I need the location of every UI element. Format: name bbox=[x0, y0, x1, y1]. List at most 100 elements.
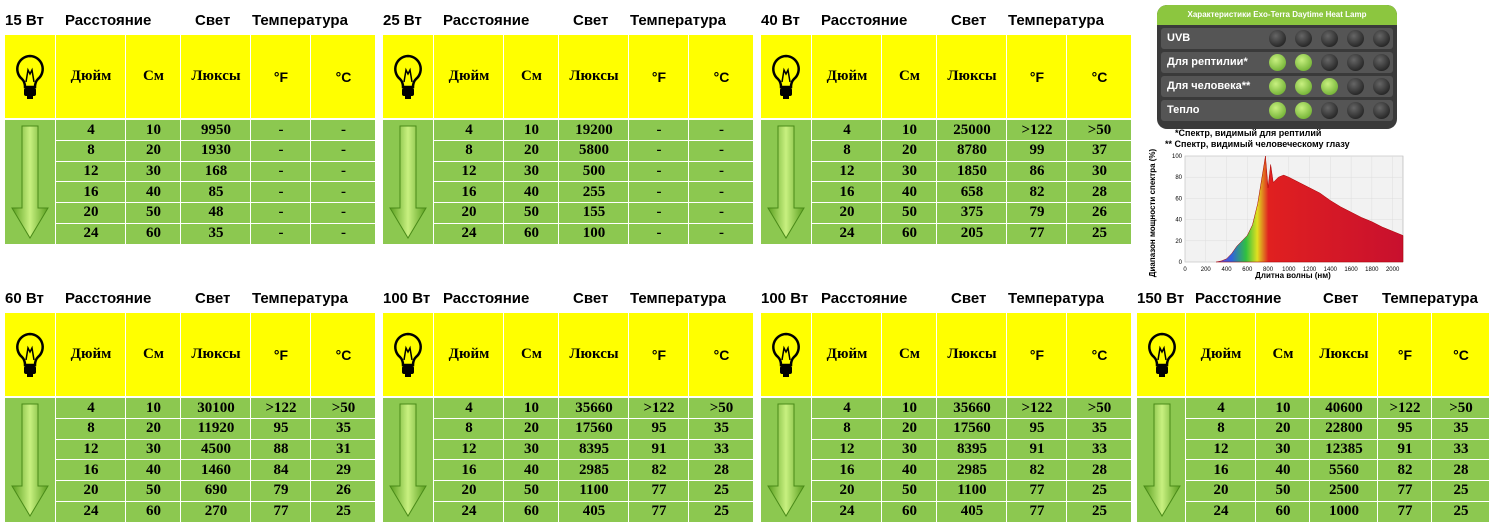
cell: 255 bbox=[558, 182, 629, 204]
cell: 28 bbox=[1066, 460, 1132, 482]
cell: 35660 bbox=[936, 398, 1007, 419]
sub-header: Дюйм bbox=[55, 313, 126, 396]
cell: 25 bbox=[688, 480, 754, 502]
column-header: 15 Вт bbox=[5, 12, 44, 29]
cell: - bbox=[688, 223, 754, 245]
cell: 82 bbox=[1006, 182, 1067, 204]
y-tick-label: 20 bbox=[1175, 239, 1182, 245]
level-dot-off bbox=[1269, 30, 1286, 47]
level-dot-off bbox=[1321, 102, 1338, 119]
sub-header: См bbox=[125, 313, 181, 396]
cell: 77 bbox=[250, 501, 311, 523]
x-tick-label: 1600 bbox=[1344, 267, 1358, 273]
column-header: 150 Вт bbox=[1137, 290, 1185, 307]
cell: 8 bbox=[811, 418, 882, 440]
cell: 28 bbox=[688, 460, 754, 482]
cell: 35 bbox=[180, 223, 251, 245]
sub-header: Дюйм bbox=[811, 313, 882, 396]
sub-header: °F bbox=[628, 313, 689, 396]
cell: 4 bbox=[1185, 398, 1256, 419]
cell: 8 bbox=[433, 418, 504, 440]
cell: 30 bbox=[503, 161, 559, 183]
y-tick-label: 40 bbox=[1175, 218, 1182, 224]
cell: 28 bbox=[1431, 460, 1490, 482]
table: 60 Вт Расстояние Свет Температура Дюйм 4 8 12 16… bbox=[5, 278, 376, 523]
cell: 8395 bbox=[936, 439, 1007, 461]
level-dot-on bbox=[1269, 54, 1286, 71]
cell: - bbox=[310, 202, 376, 224]
cell: - bbox=[628, 161, 689, 183]
cell: 60 bbox=[503, 223, 559, 245]
cell: 77 bbox=[1377, 501, 1432, 523]
cell: 4 bbox=[55, 120, 126, 141]
y-tick-label: 0 bbox=[1179, 260, 1183, 266]
spectrum-area bbox=[1216, 155, 1404, 263]
cell: 25 bbox=[1066, 223, 1132, 245]
cell: >122 bbox=[628, 398, 689, 419]
cell: - bbox=[250, 161, 311, 183]
cell: 79 bbox=[1006, 202, 1067, 224]
cell: >50 bbox=[1431, 398, 1490, 419]
cell: 24 bbox=[55, 501, 126, 523]
sub-header: °F bbox=[1006, 35, 1067, 118]
table: 40 Вт Расстояние Свет Температура Дюйм 4 8 12 16… bbox=[761, 0, 1132, 245]
x-tick-label: 1400 bbox=[1324, 267, 1338, 273]
cell: 10 bbox=[503, 120, 559, 141]
column-header: Свет bbox=[1323, 290, 1359, 307]
sub-header: °F bbox=[1006, 313, 1067, 396]
cell: >122 bbox=[1006, 120, 1067, 141]
cell: 82 bbox=[1377, 460, 1432, 482]
cell: 35 bbox=[1066, 418, 1132, 440]
cell: 60 bbox=[503, 501, 559, 523]
cell: - bbox=[250, 182, 311, 204]
cell: 10 bbox=[881, 398, 937, 419]
cell: 95 bbox=[250, 418, 311, 440]
sub-header: См bbox=[881, 35, 937, 118]
column-header: 25 Вт bbox=[383, 12, 422, 29]
cell: 60 bbox=[881, 501, 937, 523]
cell: 1100 bbox=[558, 480, 629, 502]
cell: 16 bbox=[811, 460, 882, 482]
cell: 30100 bbox=[180, 398, 251, 419]
cell: 20 bbox=[55, 480, 126, 502]
cell: 8 bbox=[55, 140, 126, 162]
cell: 168 bbox=[180, 161, 251, 183]
yellow-band bbox=[761, 35, 1131, 118]
yellow-band bbox=[383, 313, 753, 396]
table: 100 Вт Расстояние Свет Температура Дюйм 4 8 12 1… bbox=[761, 278, 1132, 523]
cell: - bbox=[250, 202, 311, 224]
cell: 77 bbox=[628, 501, 689, 523]
cell: - bbox=[628, 120, 689, 141]
table: 15 Вт Расстояние Свет Температура Дюйм 4 8 12 16… bbox=[5, 0, 376, 245]
cell: 2985 bbox=[558, 460, 629, 482]
table: 150 Вт Расстояние Свет Температура Дюйм 4 8 12 1… bbox=[1137, 278, 1490, 523]
level-dot-on bbox=[1295, 78, 1312, 95]
cell: 8395 bbox=[558, 439, 629, 461]
cell: 1100 bbox=[936, 480, 1007, 502]
column-header: Расстояние bbox=[65, 12, 152, 29]
cell: 95 bbox=[1377, 418, 1432, 440]
cell: 658 bbox=[936, 182, 1007, 204]
cell: 25 bbox=[1066, 501, 1132, 523]
cell: 60 bbox=[125, 501, 181, 523]
cell: 8 bbox=[1185, 418, 1256, 440]
cell: 40 bbox=[503, 182, 559, 204]
cell: 40 bbox=[503, 460, 559, 482]
cell: 20 bbox=[125, 140, 181, 162]
cell: 9950 bbox=[180, 120, 251, 141]
cell: 405 bbox=[936, 501, 1007, 523]
cell: 26 bbox=[310, 480, 376, 502]
bulb-icon bbox=[766, 330, 806, 385]
cell: 16 bbox=[433, 182, 504, 204]
column-header: Температура bbox=[1382, 290, 1478, 307]
panel-row-label: Для рептилии* bbox=[1167, 56, 1248, 68]
cell: 60 bbox=[881, 223, 937, 245]
sub-header: Люксы bbox=[180, 313, 251, 396]
spectrum-chart: Диапазон мощности спектра (%) Длитна вол… bbox=[1148, 148, 1404, 280]
cell: 35 bbox=[1431, 418, 1490, 440]
cell: 24 bbox=[811, 501, 882, 523]
column-header: Расстояние bbox=[1195, 290, 1282, 307]
yellow-band bbox=[5, 313, 375, 396]
level-dot-on bbox=[1269, 78, 1286, 95]
cell: 77 bbox=[1006, 501, 1067, 523]
